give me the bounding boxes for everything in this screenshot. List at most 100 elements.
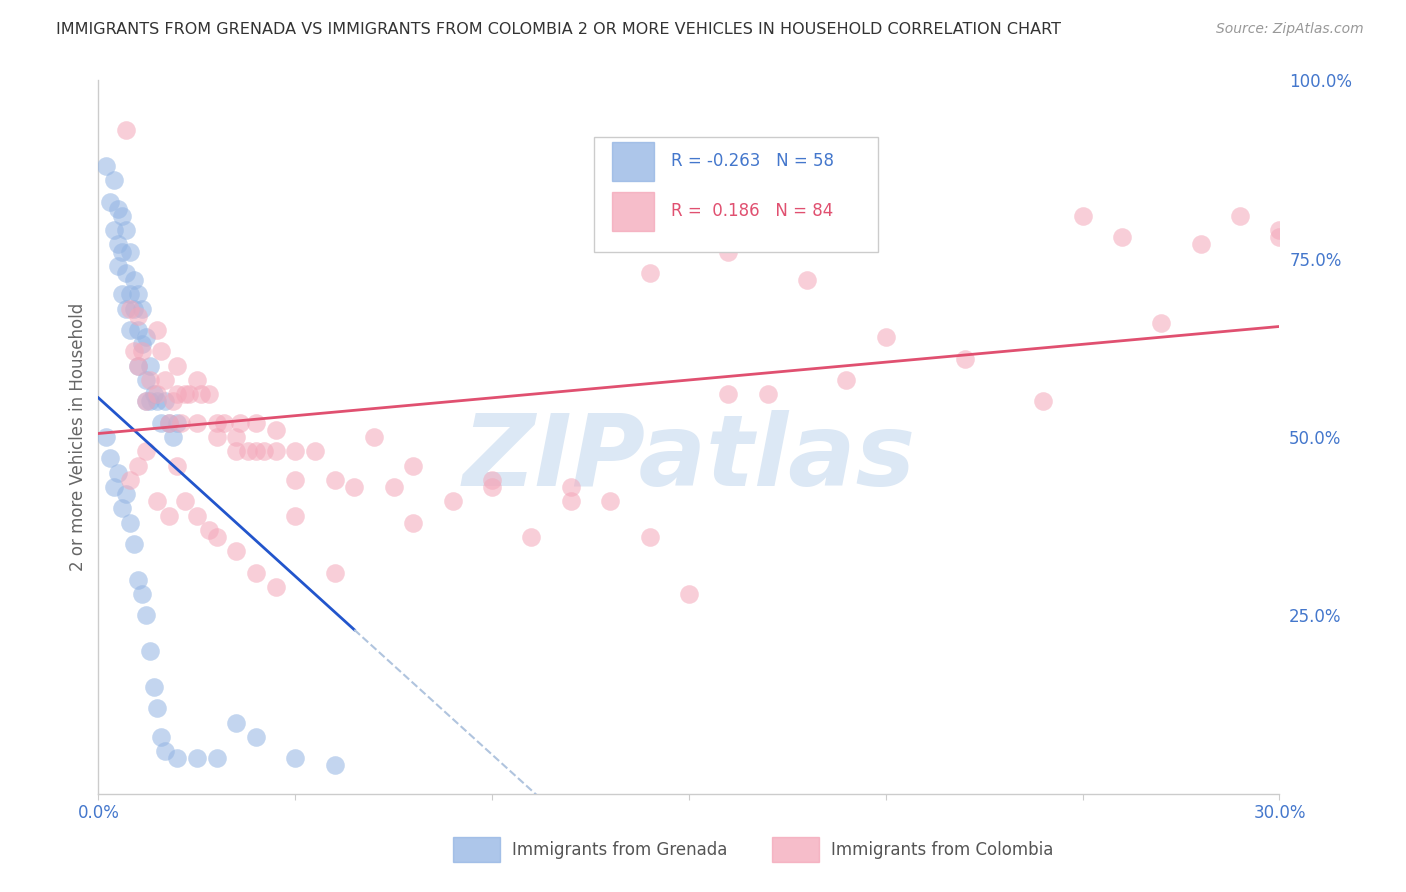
Point xyxy=(138,373,160,387)
Point xyxy=(304,444,326,458)
Point xyxy=(1032,394,1054,409)
Point xyxy=(953,351,976,366)
Point xyxy=(135,373,157,387)
Point xyxy=(205,530,228,544)
Point xyxy=(186,751,208,765)
Point xyxy=(107,259,129,273)
Point xyxy=(245,730,267,744)
Point xyxy=(225,444,247,458)
Point xyxy=(284,751,307,765)
Point xyxy=(131,587,153,601)
Point xyxy=(138,644,160,658)
Point xyxy=(1071,209,1094,223)
Point xyxy=(146,323,169,337)
Point xyxy=(186,416,208,430)
Point xyxy=(284,508,307,523)
Point xyxy=(131,344,153,359)
Point xyxy=(115,123,138,137)
Point xyxy=(146,387,169,401)
Point xyxy=(481,473,503,487)
Point xyxy=(253,444,276,458)
Point xyxy=(166,416,188,430)
Point xyxy=(111,244,134,259)
Point xyxy=(138,359,160,373)
Point xyxy=(103,223,125,237)
Point xyxy=(131,337,153,351)
Point xyxy=(146,394,169,409)
Point xyxy=(441,494,464,508)
Text: R =  0.186   N = 84: R = 0.186 N = 84 xyxy=(671,202,834,220)
Point xyxy=(717,387,740,401)
Point xyxy=(118,301,141,316)
Point xyxy=(264,423,287,437)
Point xyxy=(323,566,346,580)
Point xyxy=(875,330,897,344)
Point xyxy=(118,323,141,337)
Point xyxy=(162,394,184,409)
Point xyxy=(98,451,121,466)
Point xyxy=(107,237,129,252)
Point xyxy=(135,394,157,409)
Point xyxy=(1150,316,1173,330)
Point xyxy=(127,458,149,473)
Point xyxy=(174,387,197,401)
Point xyxy=(402,458,425,473)
Bar xyxy=(772,837,818,862)
Point xyxy=(146,494,169,508)
Point xyxy=(127,359,149,373)
Point xyxy=(323,473,346,487)
Point xyxy=(127,287,149,301)
Point xyxy=(343,480,366,494)
Y-axis label: 2 or more Vehicles in Household: 2 or more Vehicles in Household xyxy=(69,303,87,571)
Point xyxy=(127,309,149,323)
Point xyxy=(1189,237,1212,252)
Text: Immigrants from Colombia: Immigrants from Colombia xyxy=(831,840,1053,858)
Point xyxy=(155,373,177,387)
Point xyxy=(122,344,145,359)
Point xyxy=(236,444,259,458)
Point xyxy=(520,530,543,544)
Point xyxy=(197,523,219,537)
Point xyxy=(638,266,661,280)
Point xyxy=(245,566,267,580)
Point xyxy=(122,273,145,287)
Point xyxy=(135,444,157,458)
Point xyxy=(127,359,149,373)
Point xyxy=(174,494,197,508)
Point xyxy=(142,680,165,694)
FancyBboxPatch shape xyxy=(595,137,877,252)
Point xyxy=(115,301,138,316)
Point xyxy=(118,473,141,487)
Point xyxy=(135,608,157,623)
Point xyxy=(245,444,267,458)
Point xyxy=(638,530,661,544)
Point xyxy=(205,416,228,430)
Point xyxy=(96,159,118,173)
Point xyxy=(150,416,173,430)
Point xyxy=(177,387,200,401)
Point xyxy=(1229,209,1251,223)
Point xyxy=(225,544,247,558)
Point xyxy=(103,480,125,494)
Point xyxy=(1268,230,1291,244)
Point xyxy=(402,516,425,530)
Point xyxy=(678,587,700,601)
Point xyxy=(131,301,153,316)
Point xyxy=(157,416,180,430)
Point xyxy=(118,287,141,301)
Point xyxy=(284,444,307,458)
Point xyxy=(122,537,145,551)
Point xyxy=(1268,223,1291,237)
Point xyxy=(284,473,307,487)
Point xyxy=(96,430,118,444)
Point xyxy=(127,573,149,587)
Text: Source: ZipAtlas.com: Source: ZipAtlas.com xyxy=(1216,22,1364,37)
Point xyxy=(205,430,228,444)
Point xyxy=(225,715,247,730)
Point xyxy=(150,344,173,359)
Bar xyxy=(453,837,501,862)
Point xyxy=(155,744,177,758)
Point xyxy=(98,194,121,209)
Point xyxy=(1111,230,1133,244)
Bar xyxy=(612,142,654,181)
